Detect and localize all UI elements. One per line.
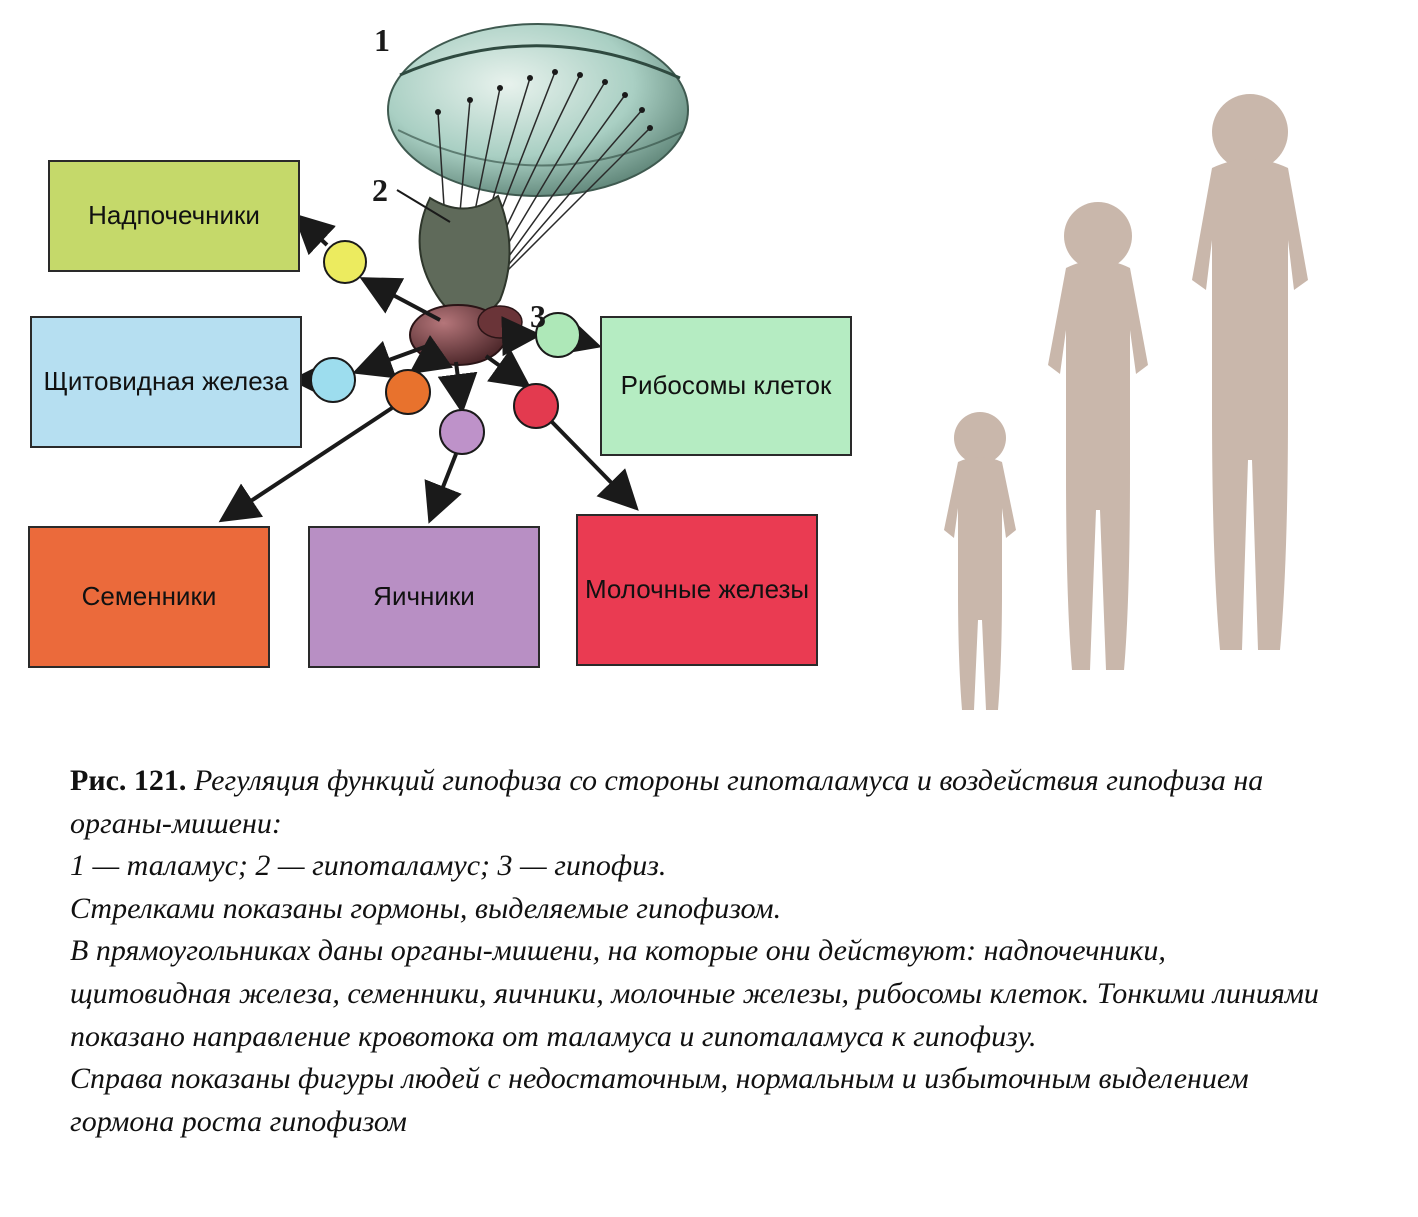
hormone-yellow <box>324 241 366 283</box>
box-ribosomes: Рибосомы клеток <box>600 316 852 456</box>
box-testes: Семенники <box>28 526 270 668</box>
box-mammary: Молочные железы <box>576 514 818 666</box>
hormone-red <box>514 384 558 428</box>
hormone-orange <box>386 370 430 414</box>
caption-line2: В прямоугольниках даны органы-мишени, на… <box>70 934 1319 1052</box>
caption-line3: Справа показаны фигуры людей с недостато… <box>70 1062 1249 1138</box>
caption-legend: 1 — таламус; 2 — гипоталамус; 3 — гипофи… <box>70 849 666 882</box>
diagram-area: 1 2 3 Надпочечники Щитовидная железа Сем… <box>0 0 1418 720</box>
figure-caption: Рис. 121. Регуляция функций гипофиза со … <box>70 760 1330 1143</box>
silhouettes <box>944 94 1308 710</box>
page: 1 2 3 Надпочечники Щитовидная железа Сем… <box>0 0 1418 1217</box>
caption-fig-label: Рис. 121. <box>70 764 186 797</box>
label-3: 3 <box>530 298 546 335</box>
box-adrenals: Надпочечники <box>48 160 300 272</box>
caption-line1: Стрелками показаны гормоны, выделяемые г… <box>70 892 781 925</box>
hormone-purple <box>440 410 484 454</box>
box-thyroid: Щитовидная железа <box>30 316 302 448</box>
box-ovaries: Яичники <box>308 526 540 668</box>
hormone-cyan <box>311 358 355 402</box>
hypothalamus-stalk <box>420 196 510 320</box>
label-1: 1 <box>374 22 390 59</box>
caption-title: Регуляция функций гипофиза со стороны ги… <box>70 764 1263 840</box>
label-2: 2 <box>372 172 388 209</box>
